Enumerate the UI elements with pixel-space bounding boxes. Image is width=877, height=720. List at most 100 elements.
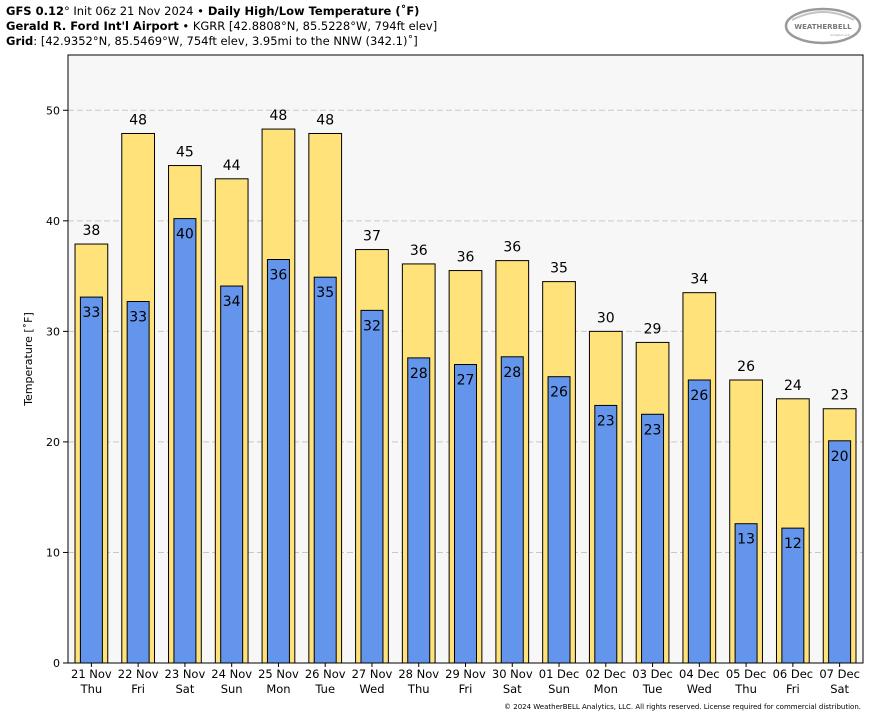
low-temp-label: 26 — [690, 388, 708, 404]
y-axis-label: Temperature [˚F] — [22, 312, 35, 407]
low-temp-label: 27 — [457, 373, 475, 389]
low-temp-label: 26 — [550, 385, 568, 401]
x-day-label: Fri — [131, 682, 145, 696]
product-title: Daily High/Low Temperature (˚F) — [203, 4, 420, 18]
x-day-label: Mon — [266, 682, 290, 696]
low-temp-bar — [828, 440, 852, 664]
x-date-label: 06 Dec — [773, 667, 814, 681]
x-day-label: Sat — [175, 682, 194, 696]
high-temp-label: 35 — [550, 261, 568, 277]
high-temp-label: 36 — [410, 243, 428, 259]
x-day-label: Wed — [359, 682, 384, 696]
low-temp-label: 13 — [737, 532, 755, 548]
high-temp-label: 29 — [644, 321, 662, 337]
high-temp-label: 23 — [831, 388, 849, 404]
low-temp-bar — [79, 296, 103, 664]
low-temp-label: 28 — [503, 365, 521, 381]
high-temp-label: 30 — [597, 310, 615, 326]
station-info: KGRR [42.8808°N, 85.5228°W, 794ft elev] — [189, 19, 438, 33]
low-temp-bar — [407, 357, 431, 664]
low-temp-label: 23 — [597, 413, 615, 429]
x-date-label: 23 Nov — [165, 667, 206, 681]
low-temp-label: 32 — [363, 318, 381, 334]
high-temp-label: 48 — [316, 112, 334, 128]
y-tick-label: 0 — [53, 657, 60, 670]
x-date-label: 01 Dec — [539, 667, 580, 681]
x-date-label: 05 Dec — [726, 667, 767, 681]
weatherbell-logo: WEATHERBELL Analytics LLC — [784, 7, 862, 45]
x-day-label: Thu — [734, 682, 757, 696]
low-temp-label: 36 — [270, 268, 288, 284]
low-temp-label: 35 — [316, 285, 334, 301]
x-date-label: 04 Dec — [679, 667, 720, 681]
x-day-label: Thu — [80, 682, 103, 696]
station-line: Gerald R. Ford Int'l Airport • KGRR [42.… — [6, 19, 438, 33]
low-temp-label: 40 — [176, 227, 194, 243]
low-temp-bar — [126, 301, 150, 664]
low-temp-bar — [360, 309, 384, 664]
grid-label: Grid — [6, 34, 34, 48]
low-temp-bar — [313, 276, 337, 664]
high-temp-label: 44 — [223, 158, 241, 174]
low-temp-label: 20 — [831, 449, 849, 465]
low-temp-bar — [687, 379, 711, 664]
low-temp-label: 33 — [82, 305, 100, 321]
grid-line: Grid: [42.9352°N, 85.5469°W, 754ft elev,… — [6, 34, 418, 49]
model-name: GFS 0.12 — [6, 4, 64, 18]
x-day-label: Mon — [594, 682, 618, 696]
chart-title-line: GFS 0.12° Init 06z 21 Nov 2024 • Daily H… — [6, 4, 420, 18]
x-day-label: Tue — [314, 682, 335, 696]
x-day-label: Fri — [459, 682, 473, 696]
high-temp-label: 37 — [363, 229, 381, 245]
x-day-label: Sat — [503, 682, 522, 696]
low-temp-label: 34 — [223, 294, 241, 310]
plot-frame — [67, 54, 864, 664]
x-date-label: 29 Nov — [445, 667, 486, 681]
station-name: Gerald R. Ford Int'l Airport — [6, 19, 179, 33]
x-date-label: 07 Dec — [819, 667, 860, 681]
low-temp-bar — [547, 376, 571, 664]
low-temp-bar — [266, 259, 290, 664]
y-tick-label: 40 — [46, 215, 60, 228]
x-date-label: 28 Nov — [398, 667, 439, 681]
x-day-label: Thu — [407, 682, 430, 696]
low-temp-label: 33 — [129, 310, 147, 326]
x-date-label: 26 Nov — [305, 667, 346, 681]
x-day-label: Wed — [687, 682, 712, 696]
low-temp-bar — [454, 364, 477, 664]
y-tick-label: 50 — [46, 104, 60, 117]
high-temp-label: 26 — [737, 359, 755, 375]
x-day-label: Sun — [221, 682, 243, 696]
high-temp-label: 45 — [176, 145, 194, 161]
low-temp-bar — [500, 356, 524, 664]
grid-info: : [42.9352°N, 85.5469°W, 754ft elev, 3.9… — [33, 34, 418, 48]
x-date-label: 24 Nov — [211, 667, 252, 681]
y-tick-label: 20 — [46, 436, 60, 449]
high-temp-label: 48 — [270, 108, 288, 124]
y-tick-label: 30 — [46, 325, 60, 338]
x-date-label: 22 Nov — [118, 667, 159, 681]
logo-wordmark: WEATHERBELL — [794, 23, 852, 31]
high-temp-label: 48 — [129, 112, 147, 128]
high-temp-label: 38 — [82, 223, 100, 239]
y-tick-label: 10 — [46, 546, 60, 559]
high-temp-label: 36 — [503, 240, 521, 256]
x-day-label: Sat — [830, 682, 849, 696]
copyright-notice: © 2024 WeatherBELL Analytics, LLC. All r… — [504, 703, 861, 711]
x-date-label: 30 Nov — [492, 667, 533, 681]
low-temp-label: 12 — [784, 536, 802, 552]
x-day-label: Sun — [548, 682, 570, 696]
high-temp-label: 24 — [784, 378, 802, 394]
high-temp-label: 34 — [690, 272, 708, 288]
high-temp-label: 36 — [457, 250, 475, 266]
x-day-label: Tue — [642, 682, 663, 696]
x-date-label: 27 Nov — [352, 667, 393, 681]
x-day-label: Fri — [786, 682, 800, 696]
x-date-label: 02 Dec — [586, 667, 627, 681]
low-temp-bar — [220, 285, 244, 664]
init-time: Init 06z 21 Nov 2024 — [69, 4, 198, 18]
low-temp-bar — [173, 218, 197, 664]
low-temp-bar — [594, 404, 618, 664]
x-date-label: 03 Dec — [632, 667, 673, 681]
